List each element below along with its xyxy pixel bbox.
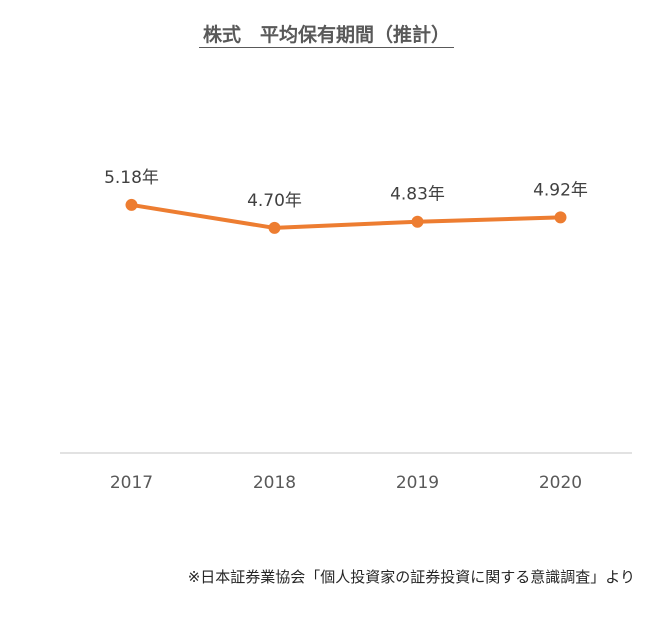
chart-title-text: 株式 平均保有期間（推計）	[198, 24, 454, 48]
chart-title: 株式 平均保有期間（推計）	[0, 20, 653, 48]
data-label: 4.83年	[390, 185, 445, 205]
data-point	[554, 211, 567, 224]
x-tick-label: 2020	[539, 473, 582, 493]
x-tick-label: 2019	[396, 473, 439, 493]
x-tick-label: 2017	[110, 473, 153, 493]
source-note: ※日本証券業協会「個人投資家の証券投資に関する意識調査」より	[187, 568, 635, 586]
data-point	[268, 221, 281, 234]
series-line	[129, 202, 563, 230]
data-label: 4.70年	[247, 191, 302, 211]
data-label: 5.18年	[104, 168, 159, 188]
data-point	[411, 215, 424, 228]
data-point	[125, 198, 138, 211]
x-tick-label: 2018	[253, 473, 296, 493]
data-label: 4.92年	[533, 180, 588, 200]
